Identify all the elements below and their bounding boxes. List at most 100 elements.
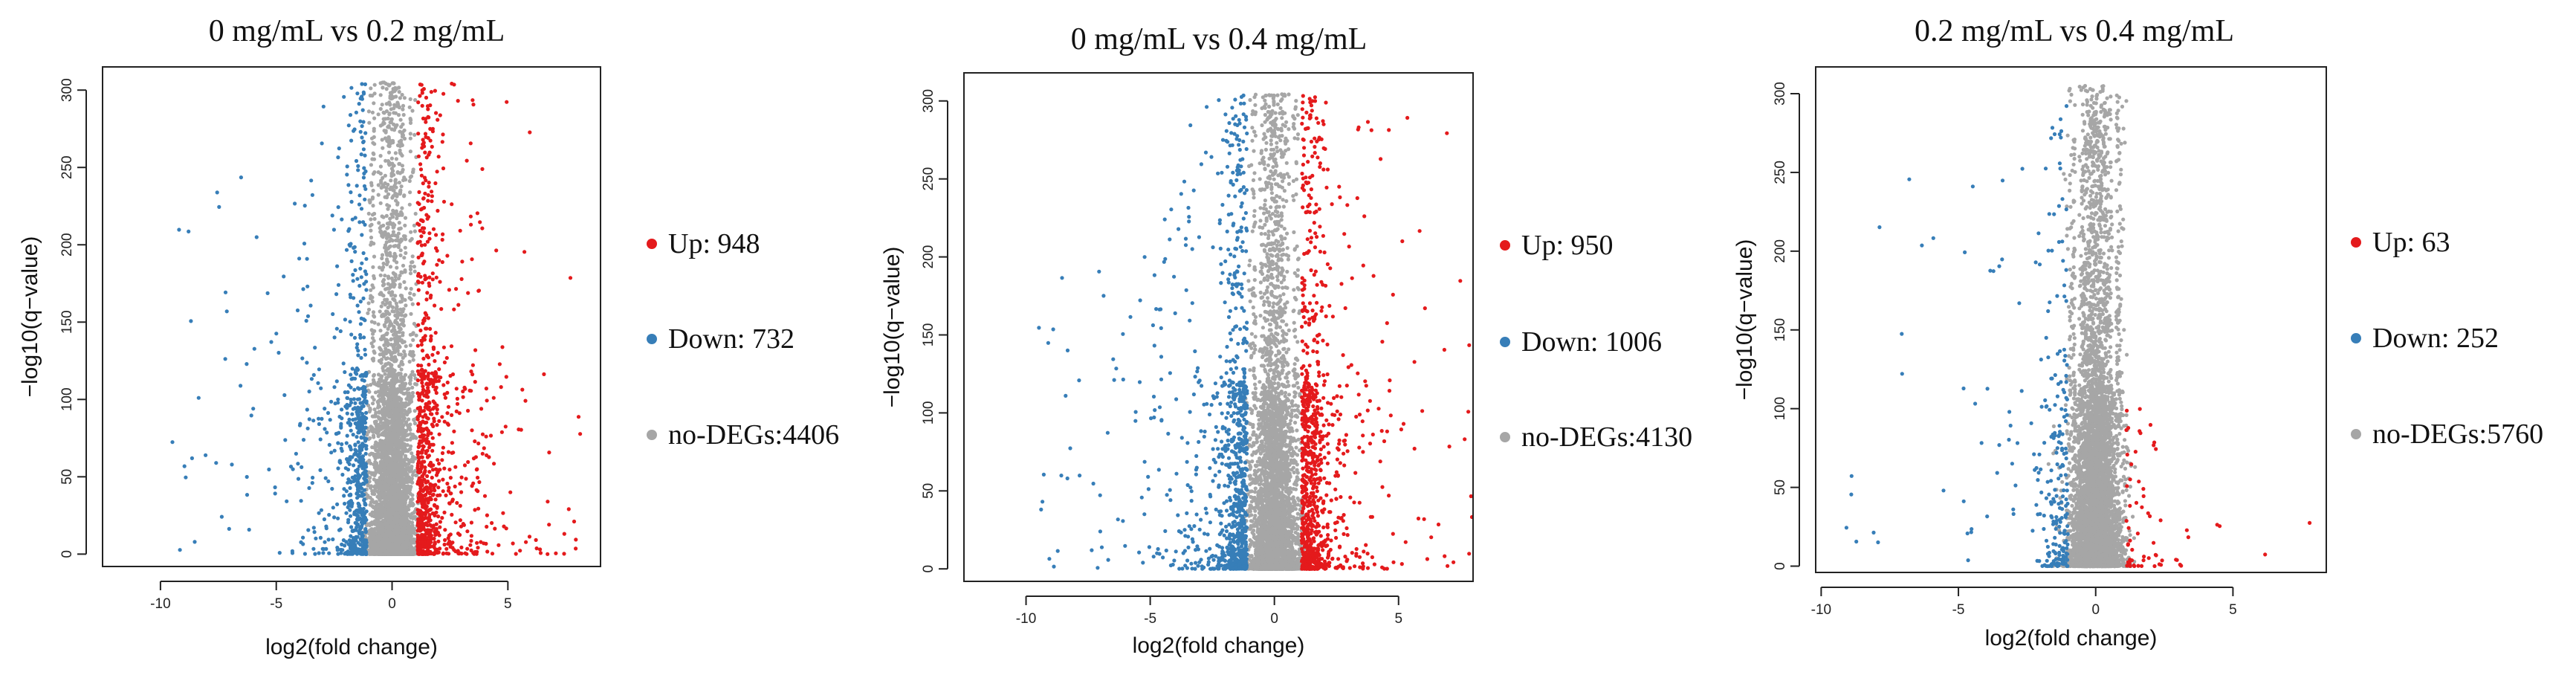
no-deg-point xyxy=(372,172,375,175)
down-point xyxy=(302,242,306,245)
no-deg-point xyxy=(408,190,412,194)
no-deg-point xyxy=(393,369,397,372)
no-deg-point xyxy=(390,117,394,121)
no-deg-point xyxy=(380,459,384,463)
no-deg-point xyxy=(381,369,385,372)
no-deg-point xyxy=(412,353,415,357)
no-deg-point xyxy=(403,462,407,465)
no-deg-point xyxy=(398,149,402,152)
no-deg-point xyxy=(384,376,388,380)
no-deg-point xyxy=(402,323,406,327)
no-deg-point xyxy=(387,124,391,128)
no-deg-point xyxy=(388,538,392,542)
down-point xyxy=(351,273,355,277)
down-point xyxy=(329,418,332,422)
no-deg-point xyxy=(409,268,412,271)
no-deg-point xyxy=(373,527,377,531)
no-deg-point xyxy=(407,459,411,462)
no-deg-point xyxy=(372,314,375,317)
no-deg-point xyxy=(409,438,412,442)
no-deg-point xyxy=(395,157,398,161)
no-deg-point xyxy=(381,394,384,398)
no-deg-point xyxy=(398,384,402,387)
no-deg-point xyxy=(409,542,412,546)
down-point xyxy=(227,527,231,531)
down-point xyxy=(274,485,277,489)
down-point xyxy=(356,353,360,357)
no-deg-point xyxy=(372,117,376,120)
down-point xyxy=(363,348,366,352)
down-point xyxy=(327,537,331,541)
no-deg-point xyxy=(377,323,381,326)
down-point xyxy=(361,141,365,144)
down-point xyxy=(320,141,324,145)
no-deg-point xyxy=(414,212,418,216)
no-deg-point xyxy=(392,103,396,107)
down-point xyxy=(352,397,356,401)
down-point xyxy=(362,175,366,179)
no-deg-point xyxy=(366,311,369,315)
down-point xyxy=(324,477,328,480)
no-deg-point xyxy=(370,514,374,517)
no-deg-point xyxy=(372,152,375,156)
down-point xyxy=(362,335,366,339)
no-deg-point xyxy=(371,141,375,145)
no-deg-point xyxy=(398,308,402,311)
no-deg-point xyxy=(385,452,389,456)
no-deg-point xyxy=(408,381,412,385)
down-point xyxy=(357,102,361,106)
no-deg-point xyxy=(379,164,383,168)
no-deg-point xyxy=(401,420,404,424)
no-deg-point xyxy=(408,296,412,300)
no-deg-point xyxy=(372,380,376,384)
no-deg-point xyxy=(404,178,407,181)
down-point xyxy=(350,200,354,204)
no-deg-point xyxy=(412,358,415,362)
down-point xyxy=(340,442,343,446)
no-deg-point xyxy=(397,423,401,427)
no-deg-point xyxy=(399,139,403,143)
down-point xyxy=(360,233,363,236)
down-point xyxy=(350,259,354,263)
no-deg-point xyxy=(403,268,407,272)
no-deg-point xyxy=(412,265,416,268)
no-deg-point xyxy=(392,255,395,259)
down-point xyxy=(343,404,347,408)
no-deg-point xyxy=(371,197,375,201)
down-point xyxy=(317,367,321,371)
no-deg-point xyxy=(375,500,378,503)
no-deg-point xyxy=(372,277,376,280)
no-deg-point xyxy=(378,446,381,450)
no-deg-point xyxy=(409,312,412,316)
down-point xyxy=(352,246,355,250)
no-deg-point xyxy=(381,176,384,180)
down-point xyxy=(353,401,357,405)
down-point xyxy=(349,535,352,538)
no-deg-point xyxy=(391,81,395,85)
no-deg-point xyxy=(409,149,412,153)
no-deg-point xyxy=(399,439,403,443)
down-point xyxy=(189,319,192,323)
no-deg-point xyxy=(370,296,374,300)
no-deg-point xyxy=(389,384,392,387)
no-deg-point xyxy=(371,300,375,303)
down-point xyxy=(349,295,352,299)
down-point xyxy=(360,378,364,381)
down-point xyxy=(351,367,355,370)
no-deg-point xyxy=(390,196,394,199)
no-deg-point xyxy=(369,486,372,490)
down-point xyxy=(278,551,282,555)
no-deg-point xyxy=(367,301,371,305)
no-deg-point xyxy=(396,552,400,556)
down-point xyxy=(300,465,303,469)
no-deg-point xyxy=(386,441,390,445)
down-point xyxy=(363,318,366,322)
down-point xyxy=(343,502,346,506)
no-deg-point xyxy=(380,305,384,309)
no-deg-point xyxy=(367,390,371,394)
down-point xyxy=(356,368,360,372)
down-point xyxy=(338,459,342,462)
no-deg-point xyxy=(404,373,407,377)
no-deg-point xyxy=(387,161,391,164)
no-deg-point xyxy=(407,468,410,471)
